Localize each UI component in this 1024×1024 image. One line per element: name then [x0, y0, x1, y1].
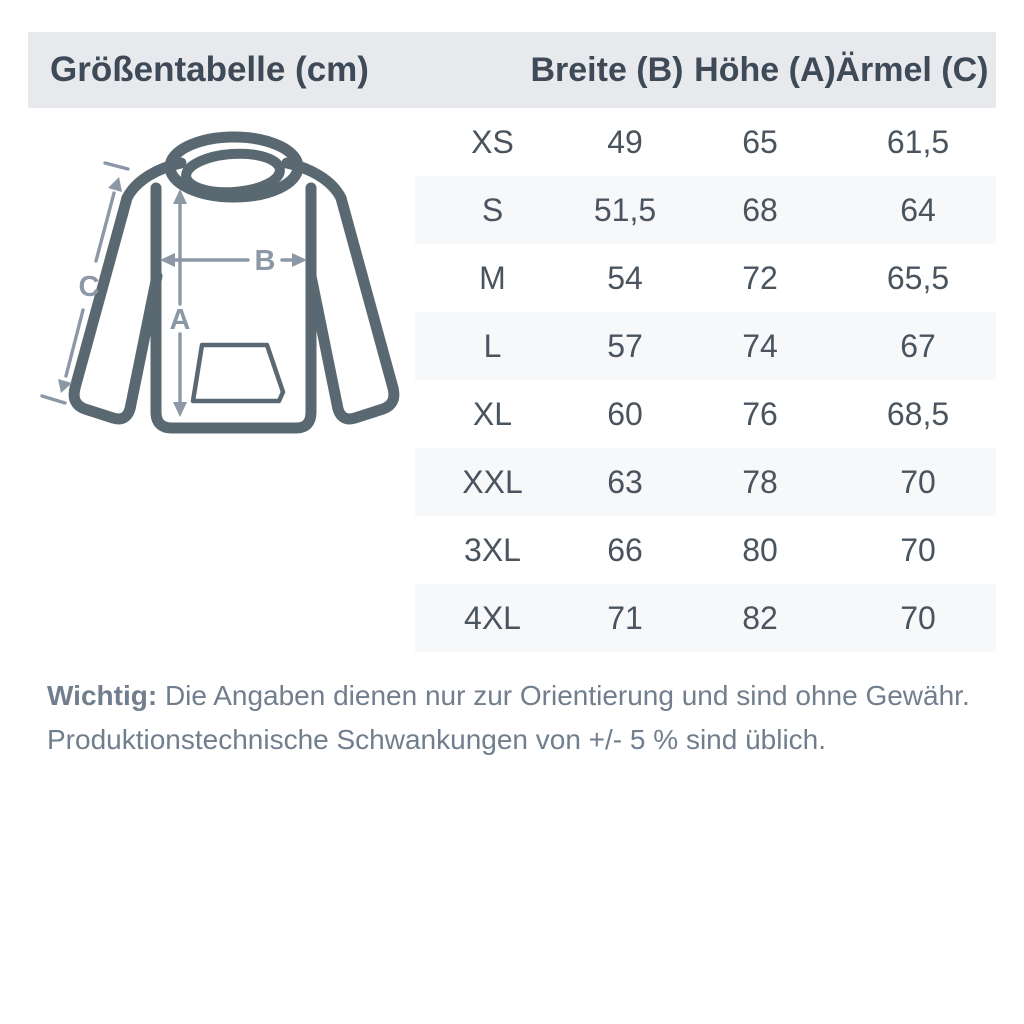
hoehe-cell: 76	[742, 395, 778, 432]
hoehe-cell: 72	[742, 259, 778, 296]
breite-cell: 49	[607, 123, 643, 160]
column-header-breite: Breite (B)	[530, 51, 684, 89]
aermel-cell: 64	[900, 191, 936, 228]
breite-cell: 66	[607, 531, 643, 568]
dimension-a-arrowhead-up	[173, 189, 187, 204]
dimension-c-line	[64, 308, 85, 378]
dimension-c-line	[94, 191, 116, 263]
aermel-cell: 67	[900, 327, 936, 364]
table-row: 3XL 66 80 70	[415, 516, 996, 584]
hoehe-cell: 82	[742, 599, 778, 636]
table-row: XL 60 76 68,5	[415, 380, 996, 448]
breite-cell: 63	[607, 463, 643, 500]
table-row: S 51,5 68 64	[415, 176, 996, 244]
size-cell: 4XL	[464, 599, 521, 636]
hoodie-size-diagram: A B C	[30, 118, 420, 450]
size-table: XS 49 65 61,5 S 51,5 68 64 M 54 72 65,5 L 57 74 67 XL 60 7…	[415, 108, 996, 652]
column-header-hoehe: Höhe (A)	[694, 51, 836, 89]
dimension-b-arrowhead-right	[292, 253, 307, 267]
hoodie-hood-inner	[181, 148, 285, 198]
page-title: Größentabelle (cm)	[50, 50, 369, 89]
disclaimer-line2: Produktionstechnische Schwankungen von +…	[47, 724, 827, 755]
breite-cell: 54	[607, 259, 643, 296]
dimension-a-arrowhead-down	[173, 402, 187, 417]
size-cell: XS	[471, 123, 514, 160]
aermel-cell: 70	[900, 599, 936, 636]
hoodie-hood-outer	[164, 131, 304, 203]
hoehe-cell: 74	[742, 327, 778, 364]
size-cell: XXL	[462, 463, 523, 500]
dimension-c-arrowhead-up	[108, 177, 122, 192]
table-row: XS 49 65 61,5	[415, 108, 996, 176]
dimension-label-c: C	[79, 271, 100, 303]
dimension-label-b: B	[255, 245, 276, 277]
dimension-c-arrowhead-down	[58, 379, 72, 393]
table-row: L 57 74 67	[415, 312, 996, 380]
aermel-cell: 65,5	[886, 259, 950, 296]
hoodie-torso-outline	[150, 182, 317, 434]
hoehe-cell: 68	[742, 191, 778, 228]
hoodie-pocket-outline	[190, 342, 286, 404]
size-cell: XL	[472, 395, 513, 432]
hoodie-left-sleeve-outline	[68, 157, 187, 425]
breite-cell: 51,5	[593, 191, 657, 228]
aermel-cell: 61,5	[886, 123, 950, 160]
disclaimer-line1: Die Angaben dienen nur zur Orientierung …	[157, 680, 970, 711]
column-header-aermel: Ärmel (C)	[835, 51, 989, 89]
table-row: XXL 63 78 70	[415, 448, 996, 516]
hoehe-cell: 65	[742, 123, 778, 160]
dimension-label-a: A	[170, 304, 191, 336]
dimension-c-tick-bottom	[40, 394, 67, 405]
hoodie-right-sleeve-outline	[281, 157, 400, 425]
size-cell: 3XL	[464, 531, 521, 568]
table-header-band: Größentabelle (cm) Breite (B) Höhe (A) Ä…	[28, 32, 996, 108]
size-cell: M	[479, 259, 506, 296]
breite-cell: 60	[607, 395, 643, 432]
breite-cell: 71	[607, 599, 643, 636]
breite-cell: 57	[607, 327, 643, 364]
dimension-b-arrowhead-left	[160, 253, 175, 267]
size-cell: S	[481, 191, 504, 228]
aermel-cell: 70	[900, 531, 936, 568]
aermel-cell: 68,5	[886, 395, 950, 432]
hoehe-cell: 80	[742, 531, 778, 568]
dimension-c-tick-top	[103, 161, 130, 171]
disclaimer-note: Wichtig: Die Angaben dienen nur zur Orie…	[47, 674, 977, 762]
table-row: M 54 72 65,5	[415, 244, 996, 312]
aermel-cell: 70	[900, 463, 936, 500]
size-cell: L	[483, 327, 502, 364]
disclaimer-text-line1: Wichtig: Die Angaben dienen nur zur Orie…	[47, 680, 970, 711]
hoehe-cell: 78	[742, 463, 778, 500]
disclaimer-bold-prefix: Wichtig:	[47, 680, 158, 711]
table-row: 4XL 71 82 70	[415, 584, 996, 652]
hoodie-icon: A B C	[40, 131, 400, 434]
